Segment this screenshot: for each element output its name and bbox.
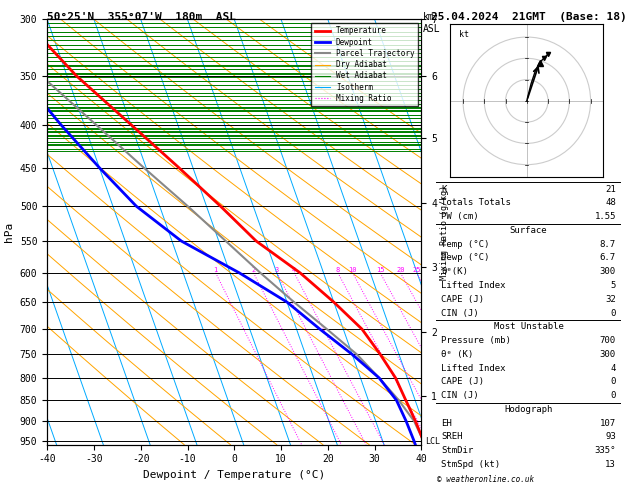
Text: 4: 4 [611, 364, 616, 373]
Text: 20: 20 [396, 267, 404, 273]
X-axis label: Dewpoint / Temperature (°C): Dewpoint / Temperature (°C) [143, 470, 325, 480]
Text: EH: EH [442, 419, 452, 428]
Text: 13: 13 [605, 460, 616, 469]
Text: 25: 25 [412, 267, 421, 273]
Text: Lifted Index: Lifted Index [442, 364, 506, 373]
Text: 2: 2 [252, 267, 255, 273]
Text: Pressure (mb): Pressure (mb) [442, 336, 511, 345]
Text: 8: 8 [336, 267, 340, 273]
Text: 300: 300 [600, 350, 616, 359]
Text: 3: 3 [275, 267, 279, 273]
Text: 50°25'N  355°07'W  180m  ASL: 50°25'N 355°07'W 180m ASL [47, 12, 236, 22]
Text: SREH: SREH [442, 433, 463, 441]
Text: 335°: 335° [594, 446, 616, 455]
Text: K: K [442, 185, 447, 193]
Text: km
ASL: km ASL [423, 12, 440, 34]
Text: CIN (J): CIN (J) [442, 309, 479, 317]
Text: StmDir: StmDir [442, 446, 474, 455]
Text: 0: 0 [611, 309, 616, 317]
Text: 10: 10 [348, 267, 357, 273]
Text: 300: 300 [600, 267, 616, 276]
Text: 6.7: 6.7 [600, 254, 616, 262]
Text: 93: 93 [605, 433, 616, 441]
Text: Hodograph: Hodograph [504, 405, 553, 414]
Y-axis label: hPa: hPa [4, 222, 14, 242]
Text: 25.04.2024  21GMT  (Base: 18): 25.04.2024 21GMT (Base: 18) [431, 12, 626, 22]
Text: 32: 32 [605, 295, 616, 304]
Text: StmSpd (kt): StmSpd (kt) [442, 460, 501, 469]
Text: Temp (°C): Temp (°C) [442, 240, 490, 249]
Text: 700: 700 [600, 336, 616, 345]
Text: 5: 5 [611, 281, 616, 290]
Text: θᵉ (K): θᵉ (K) [442, 350, 474, 359]
Text: Totals Totals: Totals Totals [442, 198, 511, 208]
Text: 4: 4 [292, 267, 296, 273]
Text: PW (cm): PW (cm) [442, 212, 479, 221]
Text: Dewp (°C): Dewp (°C) [442, 254, 490, 262]
Text: 0: 0 [611, 391, 616, 400]
Text: 0: 0 [611, 378, 616, 386]
Text: 48: 48 [605, 198, 616, 208]
Text: Lifted Index: Lifted Index [442, 281, 506, 290]
Text: 8.7: 8.7 [600, 240, 616, 249]
Y-axis label: Mixing Ratio (g/kg): Mixing Ratio (g/kg) [440, 185, 449, 279]
Text: θᵉ(K): θᵉ(K) [442, 267, 469, 276]
Text: 107: 107 [600, 419, 616, 428]
Text: Most Unstable: Most Unstable [494, 322, 564, 331]
Text: 1.55: 1.55 [594, 212, 616, 221]
Text: CAPE (J): CAPE (J) [442, 378, 484, 386]
Text: Surface: Surface [510, 226, 547, 235]
Text: 1: 1 [213, 267, 218, 273]
Text: 21: 21 [605, 185, 616, 193]
Text: CIN (J): CIN (J) [442, 391, 479, 400]
Text: LCL: LCL [426, 437, 440, 446]
Legend: Temperature, Dewpoint, Parcel Trajectory, Dry Adiabat, Wet Adiabat, Isotherm, Mi: Temperature, Dewpoint, Parcel Trajectory… [311, 23, 418, 106]
Text: 15: 15 [376, 267, 384, 273]
Text: © weatheronline.co.uk: © weatheronline.co.uk [437, 474, 534, 484]
Text: CAPE (J): CAPE (J) [442, 295, 484, 304]
Text: kt: kt [459, 30, 469, 39]
